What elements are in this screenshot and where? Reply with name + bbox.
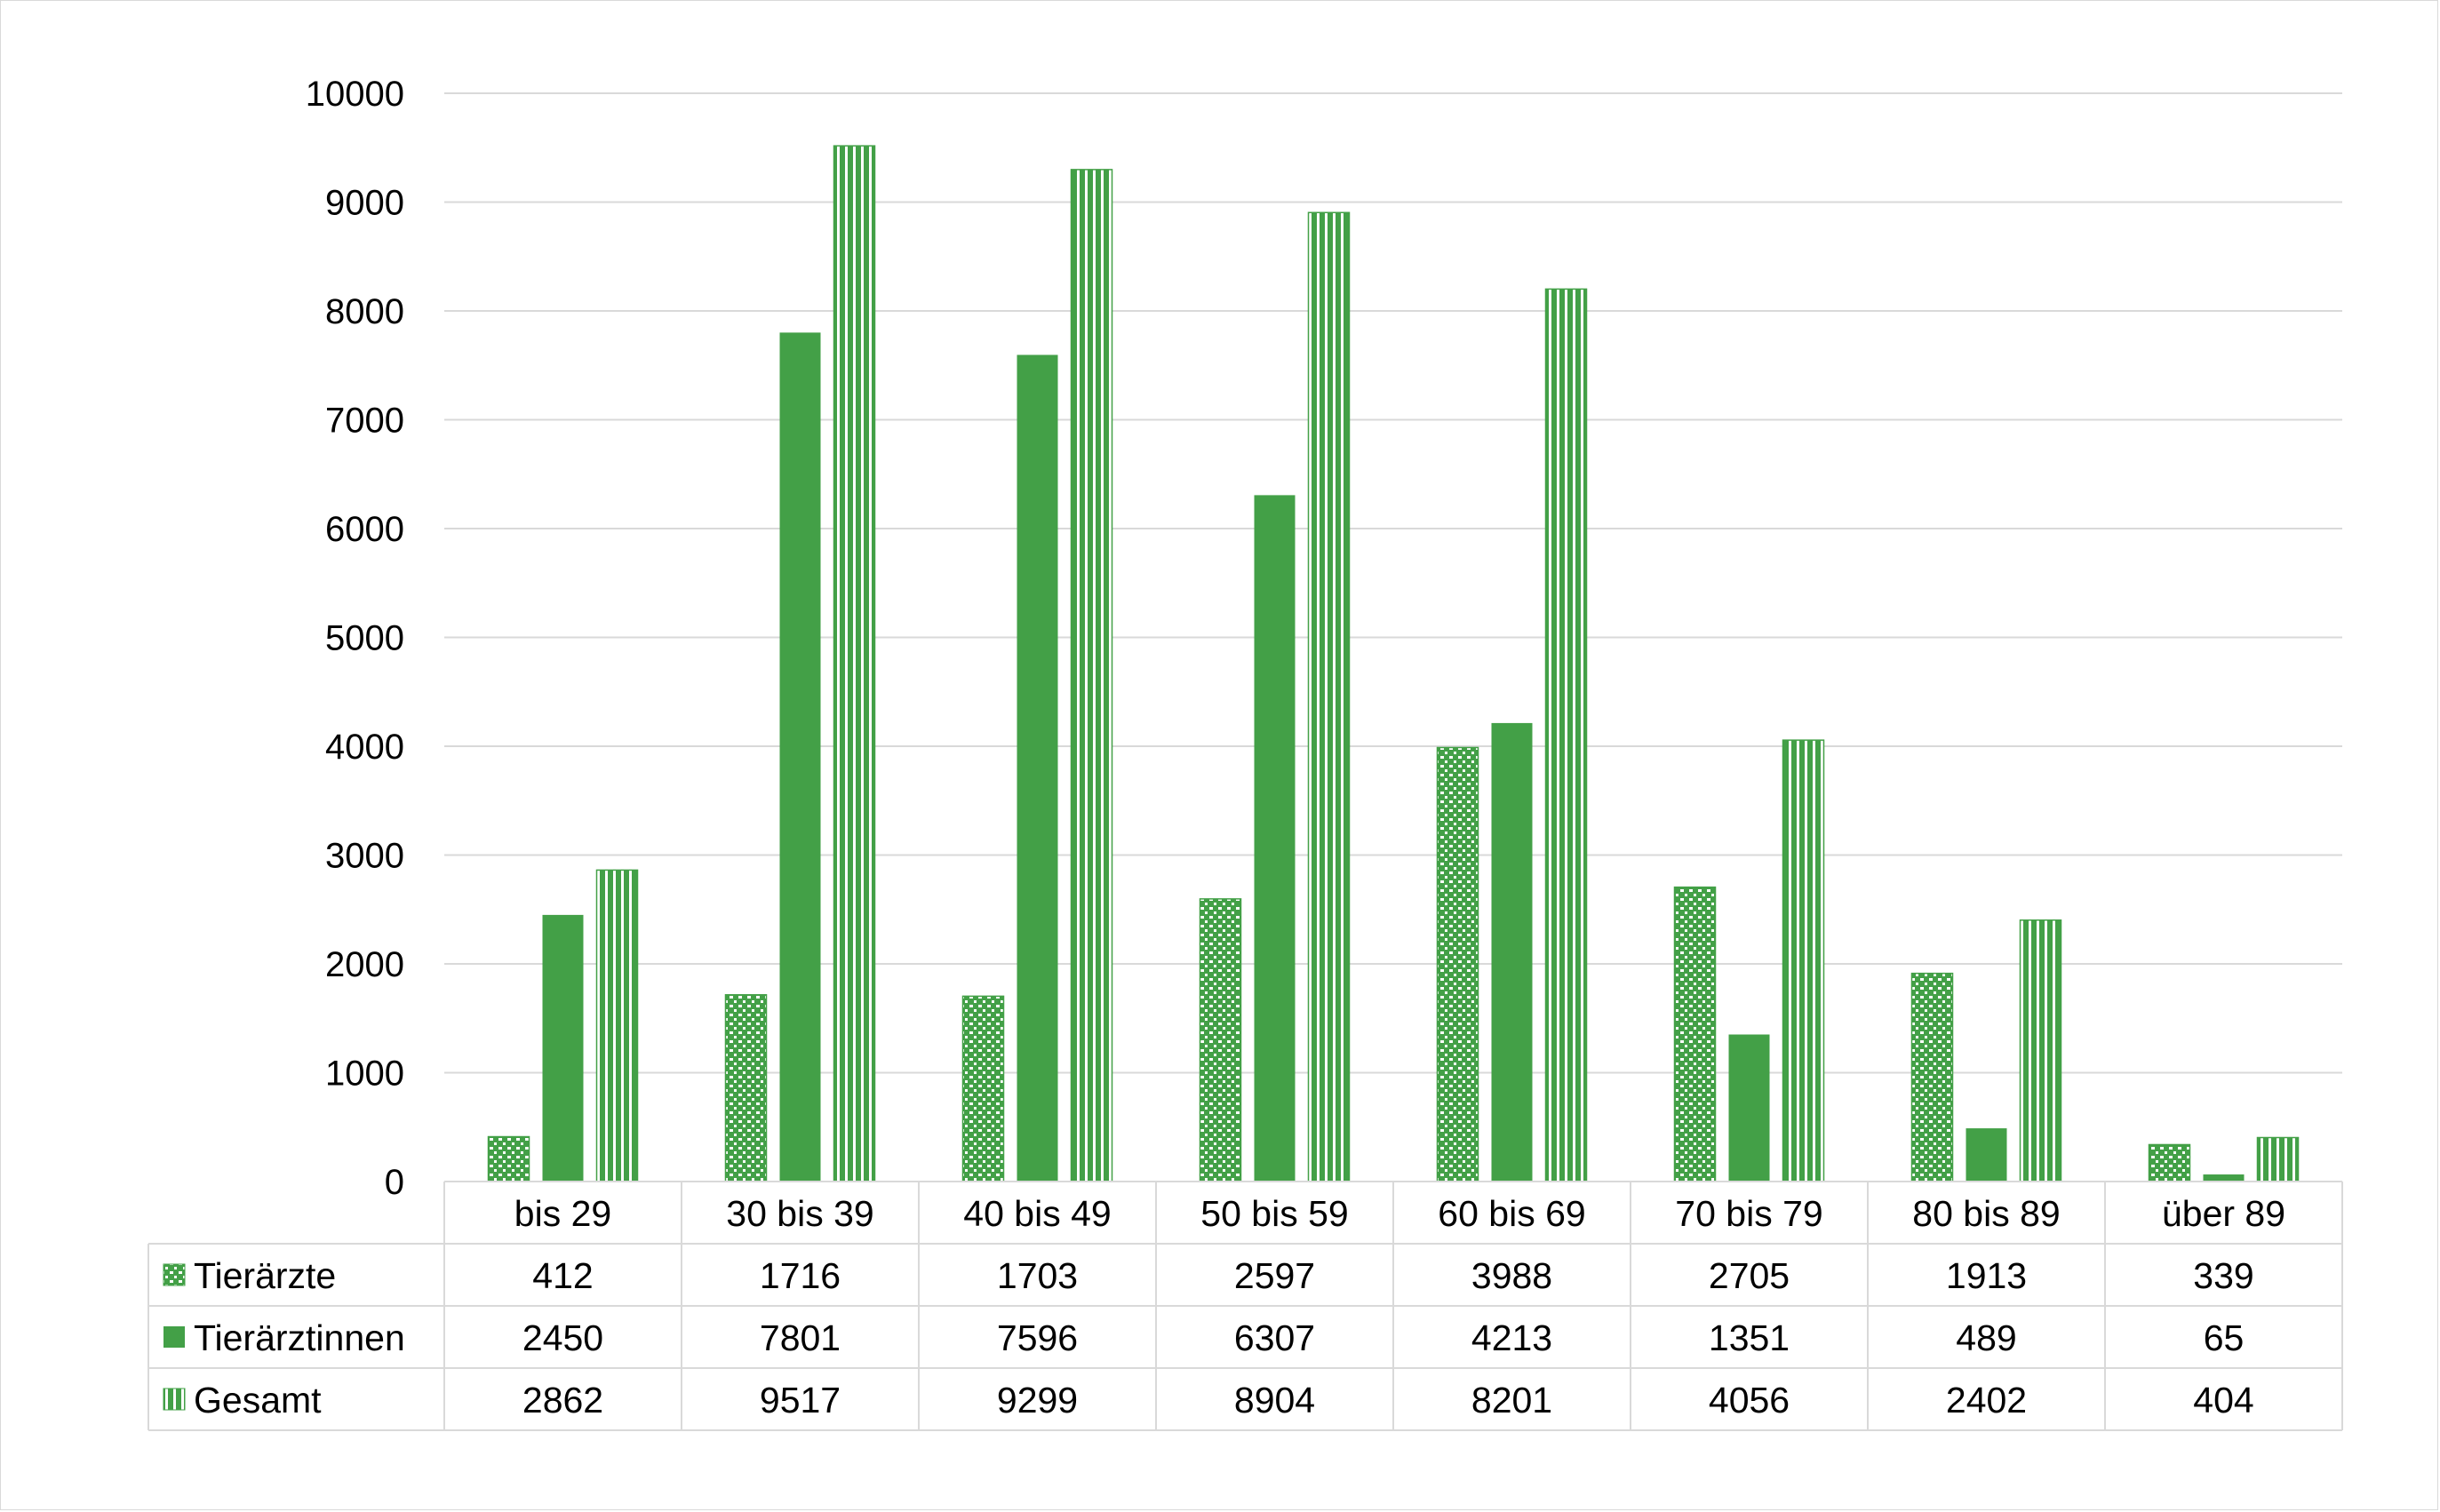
bar-tieraerztinnen-80-bis-89 (1966, 1128, 2007, 1182)
y-tick-label: 2000 (325, 945, 404, 984)
bar-tieraerztinnen-ueber-89 (2203, 1174, 2245, 1182)
data-label: 9517 (760, 1380, 841, 1420)
data-label: 2705 (1709, 1255, 1790, 1296)
y-tick-label: 3000 (325, 837, 404, 876)
data-label: 7596 (997, 1317, 1078, 1358)
legend-label: Tierärztinnen (194, 1317, 405, 1358)
data-label: 1703 (997, 1255, 1078, 1296)
bars (487, 145, 2300, 1182)
bar-tieraerztinnen-70-bis-79 (1728, 1034, 1770, 1182)
category-label: 80 bis 89 (1912, 1193, 2060, 1234)
bar-gesamt-60-bis-69 (1544, 288, 1588, 1182)
legend-key-tieraerzte (163, 1263, 186, 1286)
category-label: 40 bis 49 (963, 1193, 1111, 1234)
category-label: 30 bis 39 (726, 1193, 873, 1234)
y-axis-tick-labels: 0 1000 2000 3000 4000 5000 6000 7000 8000 9000 100… (306, 75, 404, 1202)
category-label: 60 bis 69 (1438, 1193, 1585, 1234)
bar-gesamt-40-bis-49 (1070, 169, 1113, 1182)
category-label: über 89 (2162, 1193, 2285, 1234)
bar-gesamt-70-bis-79 (1782, 739, 1825, 1182)
y-tick-label: 8000 (325, 292, 404, 331)
legend-label: Gesamt (194, 1380, 322, 1420)
data-label: 1913 (1946, 1255, 2027, 1296)
category-label: bis 29 (514, 1193, 611, 1234)
bar-tieraerzte-30-bis-39 (724, 994, 768, 1182)
bar-tieraerzte-70-bis-79 (1673, 886, 1717, 1182)
data-label: 1716 (760, 1255, 841, 1296)
y-tick-label: 10000 (306, 75, 404, 114)
data-label: 9299 (997, 1380, 1078, 1420)
data-label: 4056 (1709, 1380, 1790, 1420)
y-tick-label: 0 (385, 1163, 404, 1202)
data-label: 8904 (1234, 1380, 1315, 1420)
data-label: 489 (1956, 1317, 2016, 1358)
y-tick-label: 9000 (325, 184, 404, 223)
bar-tieraerzte-60-bis-69 (1436, 746, 1479, 1182)
bar-gesamt-bis-29 (595, 869, 639, 1182)
bar-gesamt-50-bis-59 (1307, 211, 1351, 1182)
bar-gesamt-30-bis-39 (833, 145, 876, 1182)
data-label: 8201 (1471, 1380, 1552, 1420)
bar-tieraerztinnen-60-bis-69 (1491, 722, 1533, 1182)
bar-tieraerzte-ueber-89 (2148, 1143, 2191, 1182)
bar-tieraerzte-bis-29 (487, 1135, 530, 1182)
bar-tieraerzte-80-bis-89 (1910, 972, 1954, 1182)
category-label: 70 bis 79 (1675, 1193, 1822, 1234)
data-label: 2402 (1946, 1380, 2027, 1420)
legend-key-tieraerztinnen (163, 1326, 185, 1348)
data-label: 6307 (1234, 1317, 1315, 1358)
bar-tieraerzte-40-bis-49 (961, 995, 1005, 1182)
data-label: 65 (2204, 1317, 2245, 1358)
bar-tieraerzte-50-bis-59 (1199, 898, 1242, 1182)
data-label: 412 (532, 1255, 593, 1296)
bar-tieraerztinnen-40-bis-49 (1017, 354, 1058, 1182)
data-label: 4213 (1471, 1317, 1552, 1358)
data-label: 3988 (1471, 1255, 1552, 1296)
legend-key-gesamt (163, 1388, 186, 1411)
data-table: bis 29 30 bis 39 40 bis 49 50 bis 59 60 bis … (148, 1181, 2343, 1431)
bar-tieraerztinnen-30-bis-39 (779, 332, 821, 1182)
bar-gesamt-80-bis-89 (2019, 919, 2062, 1182)
y-tick-label: 5000 (325, 619, 404, 658)
data-label: 2450 (522, 1317, 603, 1358)
data-label: 339 (2193, 1255, 2253, 1296)
category-label: 50 bis 59 (1200, 1193, 1348, 1234)
y-tick-label: 7000 (325, 402, 404, 441)
y-tick-label: 1000 (325, 1054, 404, 1094)
y-tick-label: 4000 (325, 728, 404, 767)
data-label: 7801 (760, 1317, 841, 1358)
data-label: 1351 (1709, 1317, 1790, 1358)
data-label: 2862 (522, 1380, 603, 1420)
y-tick-label: 6000 (325, 510, 404, 549)
data-label: 2597 (1234, 1255, 1315, 1296)
legend-label: Tierärzte (194, 1255, 336, 1296)
bar-tieraerztinnen-bis-29 (542, 914, 584, 1182)
bar-gesamt-ueber-89 (2256, 1136, 2300, 1182)
data-label: 404 (2193, 1380, 2253, 1420)
bar-tieraerztinnen-50-bis-59 (1254, 495, 1296, 1182)
